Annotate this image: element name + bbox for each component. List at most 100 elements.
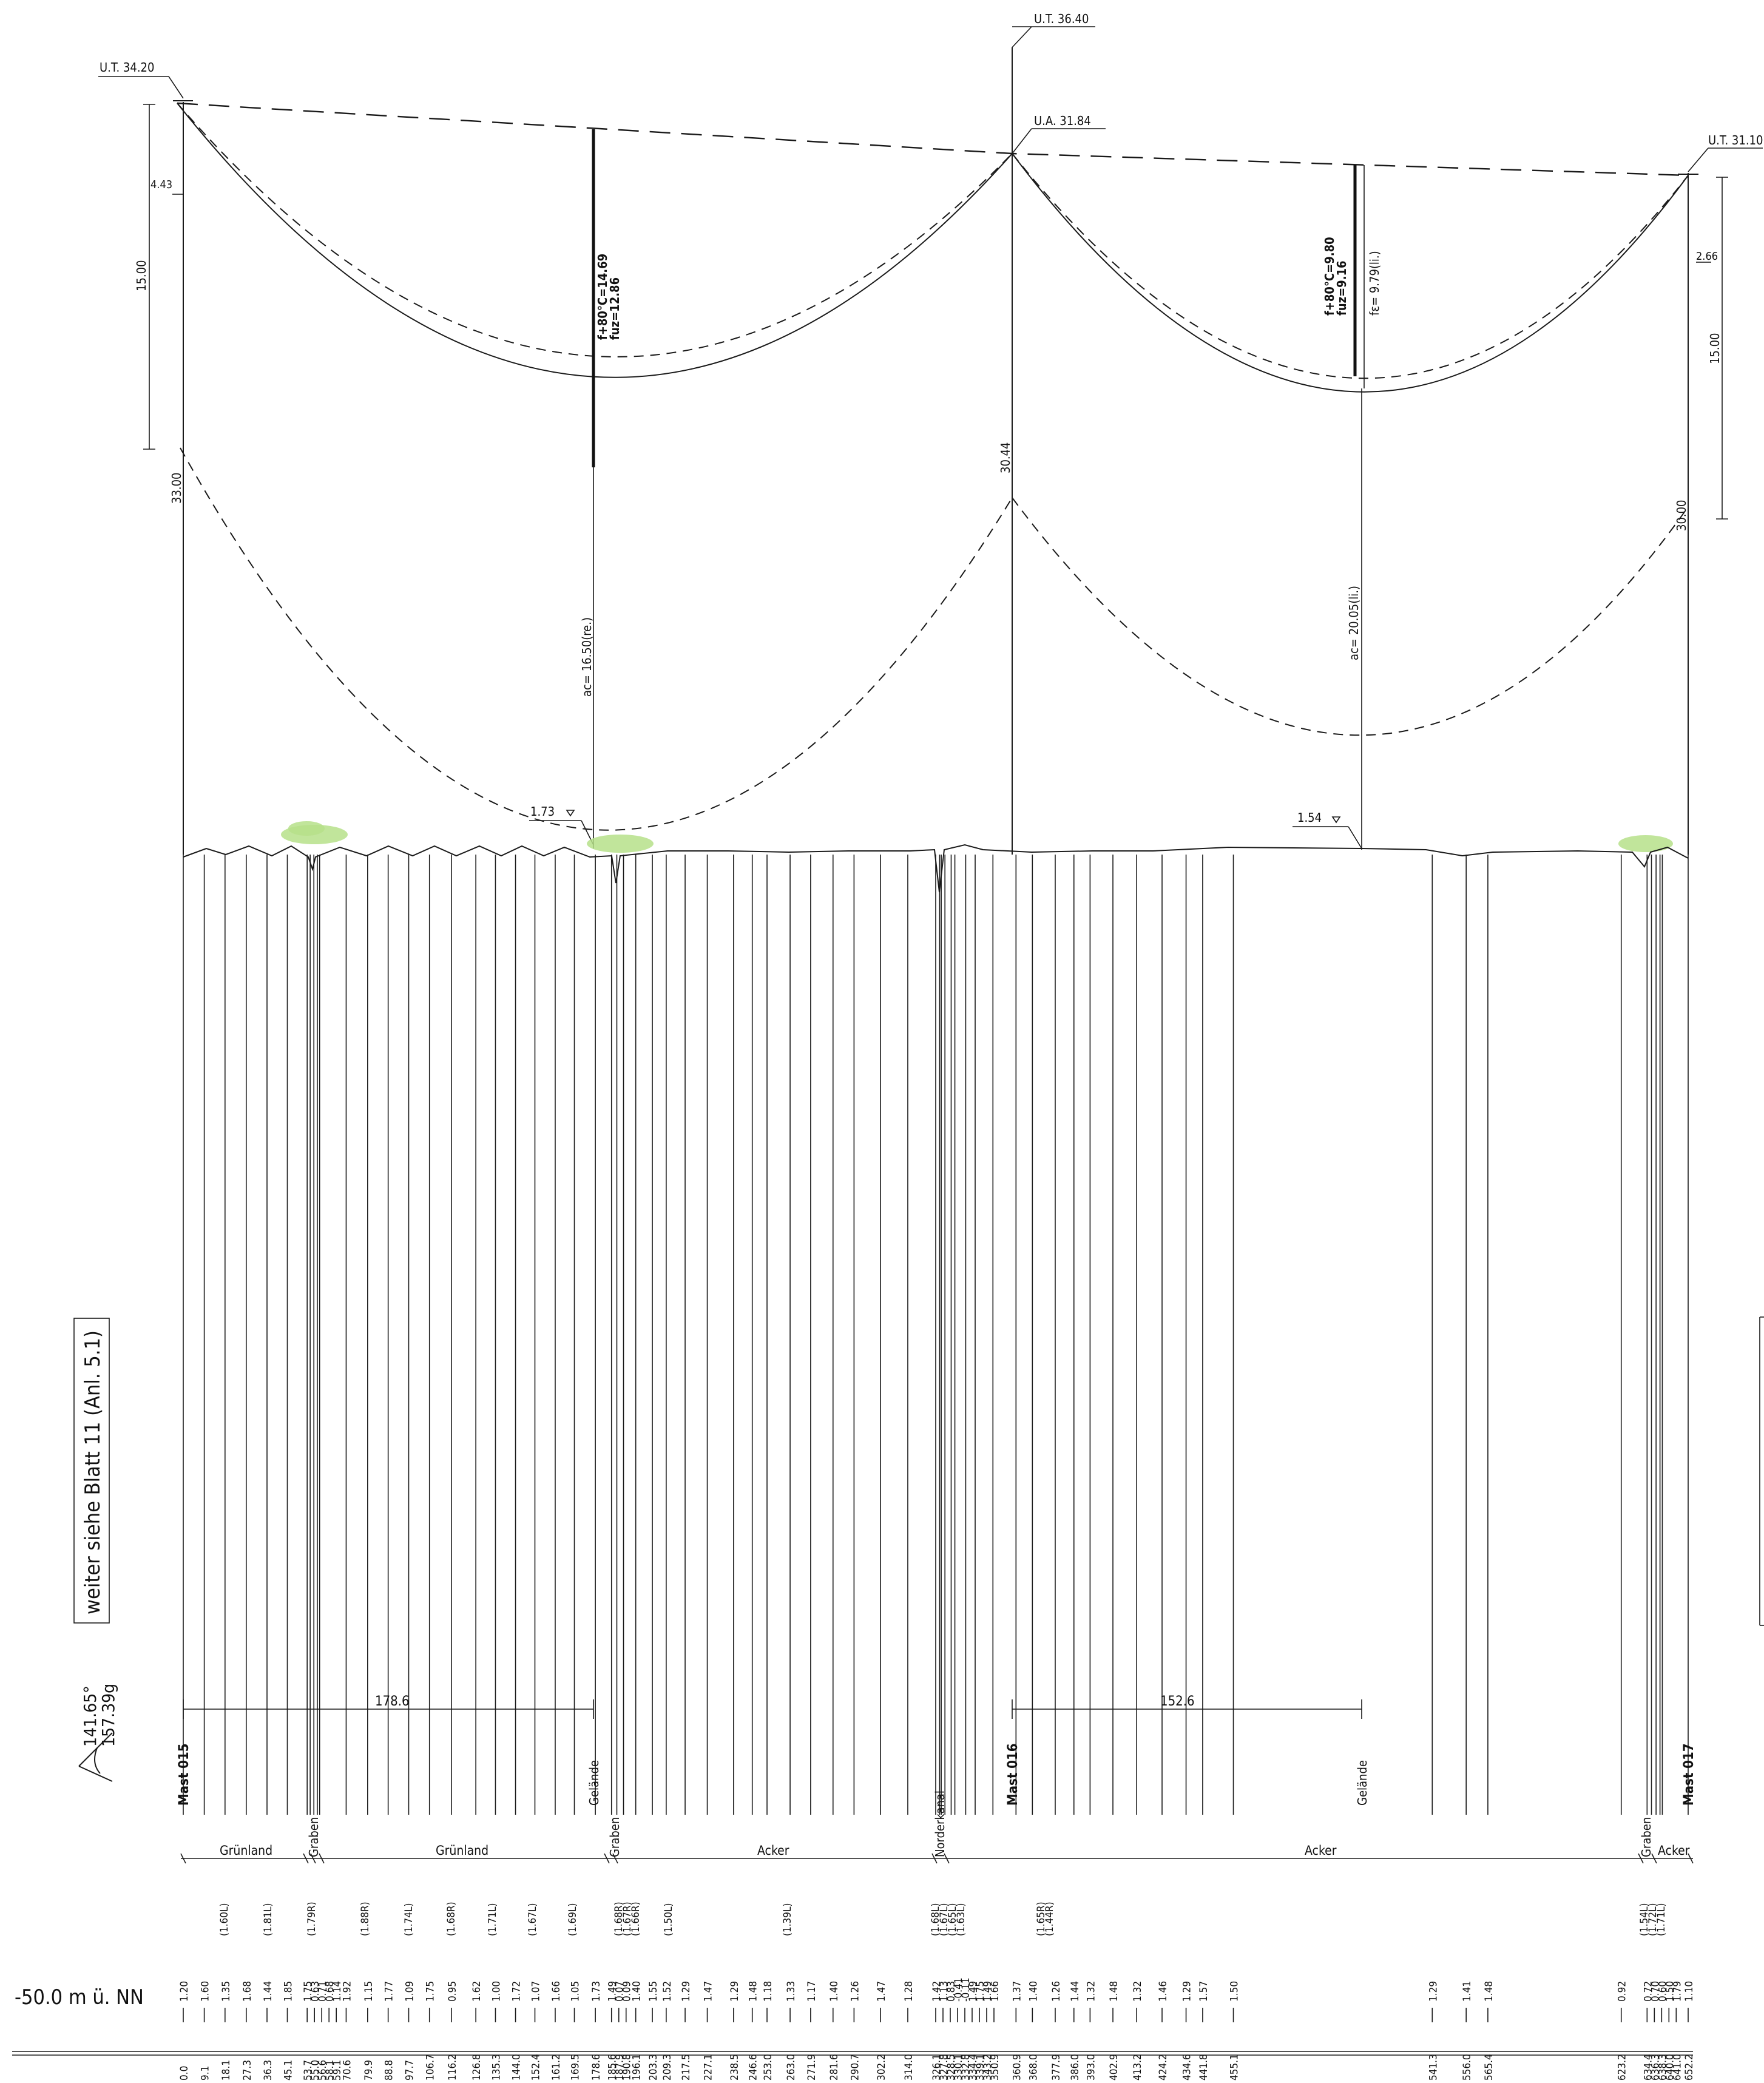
station-height-label: 1.05 — [570, 1981, 582, 2002]
tower-017-name: Mast 017 — [1681, 1743, 1697, 1806]
station-distance-label: 328.5 — [945, 2054, 958, 2081]
continue-note[interactable]: weiter siehe Blatt 11 (Anl. 5.1) — [81, 1330, 105, 1614]
station-height-label: 1.29 — [1427, 1981, 1439, 2002]
station-distance-label: 190.8 — [621, 2054, 634, 2081]
station-distance-label: 58.1 — [324, 2060, 336, 2081]
station-height-label: 1.62 — [471, 1981, 483, 2002]
station-distance-label: 334.4 — [967, 2054, 979, 2081]
side-distance-label: (1.71L) — [1655, 1903, 1668, 1937]
landuse-label-1: Grünland — [220, 1843, 272, 1858]
landuse-band-ticks — [180, 1853, 1694, 1864]
side-distance-label: (1.54L) — [1638, 1903, 1651, 1937]
station-height-label: 0.72 — [1642, 1981, 1654, 2002]
station-distance-label: 178.6 — [590, 2054, 603, 2081]
station-distance-label: 169.5 — [570, 2054, 582, 2081]
station-distance-label: 332.8 — [960, 2054, 972, 2081]
side-distance-label: (1.39L) — [782, 1903, 794, 1937]
side-distance-label: (1.67R) — [621, 1902, 634, 1936]
station-distance-label: 9.1 — [200, 2066, 212, 2081]
station-distance-label: 55.0 — [309, 2060, 322, 2081]
station-height-label: 1.47 — [703, 1981, 715, 2002]
station-height-label: 1.49 — [607, 1981, 619, 2002]
side-distance-label: (1.88R) — [359, 1902, 371, 1936]
side-distance-label: (1.68R) — [613, 1902, 625, 1936]
side-distance-label: (1.63L) — [955, 1903, 967, 1937]
sag-span2-text-2: fuz=9.16 — [1334, 260, 1349, 316]
station-distance-label: 253.0 — [762, 2054, 774, 2081]
station-height-label: 1.92 — [341, 1981, 353, 2002]
dim-15-right-label: 15.00 — [1708, 333, 1722, 365]
station-distance-label: 623.2 — [1617, 2054, 1629, 2081]
tower-016-ua-leader — [1012, 128, 1032, 154]
station-height-label: 1.48 — [1108, 1981, 1120, 2002]
station-distance-label: 350.9 — [989, 2054, 1001, 2081]
station-height-label: 1.55 — [647, 1981, 660, 2002]
crossing-graben-3: Graben — [1639, 1817, 1654, 1857]
station-row: 0.0 9.1 18.1 27.3 36.3 45.1 53.755.056.658.159… — [178, 2054, 1695, 2081]
side-distance-label: (1.67L) — [938, 1903, 950, 1937]
side-distance-label: (1.60L) — [218, 1903, 231, 1937]
station-height-label: 1.10 — [1683, 1981, 1695, 2002]
station-height-label: 1.32 — [1132, 1981, 1144, 2002]
station-height-label: 1.77 — [384, 1981, 396, 2002]
crossing-norderkanal: Norderkanal — [933, 1790, 947, 1857]
station-height-label: 1.18 — [762, 1981, 774, 2002]
station-height-label: 1.29 — [680, 1981, 692, 2002]
station-distance-label: 413.2 — [1132, 2054, 1144, 2081]
station-distance-label: 144.0 — [511, 2054, 523, 2081]
conductor-span2-ice — [1012, 153, 1689, 379]
side-distance-label: (1.65R) — [1035, 1902, 1047, 1936]
station-distance-label: 368.0 — [1027, 2054, 1039, 2081]
station-distance-label: 196.1 — [631, 2054, 643, 2081]
station-distance-label: 314.0 — [903, 2054, 915, 2081]
station-distance-label: 434.6 — [1181, 2054, 1194, 2081]
conductor-span2-hot — [1012, 153, 1689, 393]
crossing-graben-1: Graben — [306, 1817, 321, 1857]
side-distance-label: (1.69L) — [567, 1903, 579, 1937]
station-distance-label: 330.1 — [953, 2054, 965, 2081]
station-distance-label: 393.0 — [1085, 2054, 1097, 2081]
station-height-label: 0.60 — [1657, 1981, 1669, 2002]
station-distance-label: 97.7 — [404, 2060, 416, 2081]
tower-017-top-label: U.T. 31.10 — [1708, 133, 1763, 147]
station-height-label: -0.41 — [953, 1977, 965, 2002]
station-height-label: 1.44 — [1069, 1981, 1081, 2002]
station-height-label: 0.68 — [324, 1981, 336, 2002]
station-height-label: 1.40 — [631, 1981, 643, 2002]
station-height-label: 1.73 — [590, 1981, 603, 2002]
landuse-label-4: Acker — [1305, 1843, 1337, 1858]
side-distance-label: (1.68L) — [930, 1903, 942, 1937]
station-height-label: 1.75 — [975, 1981, 987, 2002]
side-distance-label: (1.65L) — [947, 1903, 959, 1937]
station-distance-label: 106.7 — [425, 2054, 437, 2081]
station-distance-label: 227.1 — [703, 2054, 715, 2081]
station-distance-label: 56.6 — [317, 2060, 329, 2081]
station-height-label: -0.11 — [960, 1977, 972, 2002]
station-distance-label: 246.6 — [748, 2054, 760, 2081]
station-distance-label: 152.4 — [530, 2054, 542, 2081]
station-distance-label: 377.9 — [1050, 2054, 1063, 2081]
side-distance-label: (1.50L) — [663, 1903, 675, 1937]
clearance-curve-span1 — [180, 447, 1013, 831]
clear1-label: 1.73 — [530, 804, 555, 819]
station-height-label: 0.09 — [621, 1981, 634, 2002]
station-height-label: 1.14 — [331, 1981, 343, 2002]
side-distance-label: (1.68R) — [445, 1902, 458, 1936]
station-height-label: 1.60 — [200, 1981, 212, 2002]
side-distance-label: (1.66R) — [630, 1902, 642, 1936]
station-height-label: 1.50 — [1664, 1981, 1676, 2002]
sag-span2-text-1: f+80°C=9.80 — [1322, 237, 1337, 316]
tower-015-top-label: U.T. 34.20 — [100, 60, 154, 75]
station-height-label: 1.85 — [282, 1981, 294, 2002]
station-distance-label: 441.8 — [1198, 2054, 1210, 2081]
tower-016-ut-leader-3 — [1012, 26, 1032, 48]
station-distance-label: 565.4 — [1483, 2054, 1495, 2081]
station-distance-label: 556.0 — [1461, 2054, 1473, 2081]
station-distance-label: 339.1 — [975, 2054, 987, 2081]
station-height-label: 1.07 — [530, 1981, 542, 2002]
station-distance-label: 640.0 — [1664, 2054, 1676, 2081]
station-height-label: 1.40 — [1027, 1981, 1039, 2002]
station-distance-label: 36.3 — [262, 2060, 274, 2081]
landuse-label-3: Acker — [757, 1843, 789, 1858]
station-height-label: 1.47 — [876, 1981, 888, 2002]
